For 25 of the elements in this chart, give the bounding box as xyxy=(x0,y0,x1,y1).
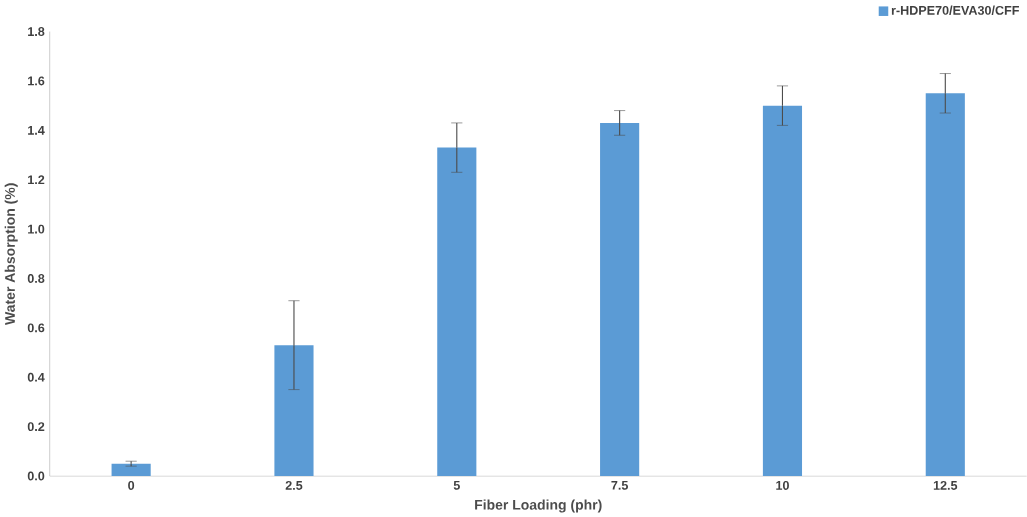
bar xyxy=(762,105,803,476)
y-tick-label: 1.0 xyxy=(28,224,45,234)
x-tick-label: 7.5 xyxy=(611,480,629,490)
y-tick-label: 1.4 xyxy=(28,125,45,135)
y-tick-label: 1.2 xyxy=(28,175,45,184)
x-tick-label: 12.5 xyxy=(933,480,958,490)
x-axis-title: Fiber Loading (phr) xyxy=(475,499,602,513)
bar xyxy=(600,122,640,476)
y-tick-label: 1.6 xyxy=(28,76,45,86)
y-tick-label: 0.6 xyxy=(27,323,45,333)
bar xyxy=(111,463,151,476)
y-tick-label: 0.0 xyxy=(27,471,45,481)
y-tick-label: 1.8 xyxy=(28,26,45,36)
y-axis-title: Water Absorption (%) xyxy=(4,183,18,325)
legend-label: r-HDPE70/EVA30/CFF xyxy=(891,5,1019,15)
bar xyxy=(437,147,477,476)
y-tick-label: 0.4 xyxy=(27,372,45,382)
x-tick-label: 0 xyxy=(128,480,135,490)
y-tick-label: 0.2 xyxy=(27,422,45,431)
x-tick-label: 5 xyxy=(453,480,460,490)
x-tick-label: 2.5 xyxy=(285,480,303,490)
bar xyxy=(925,93,965,476)
bar xyxy=(274,345,314,476)
x-tick-label: 10 xyxy=(776,480,789,490)
y-tick-label: 0.8 xyxy=(27,273,45,283)
